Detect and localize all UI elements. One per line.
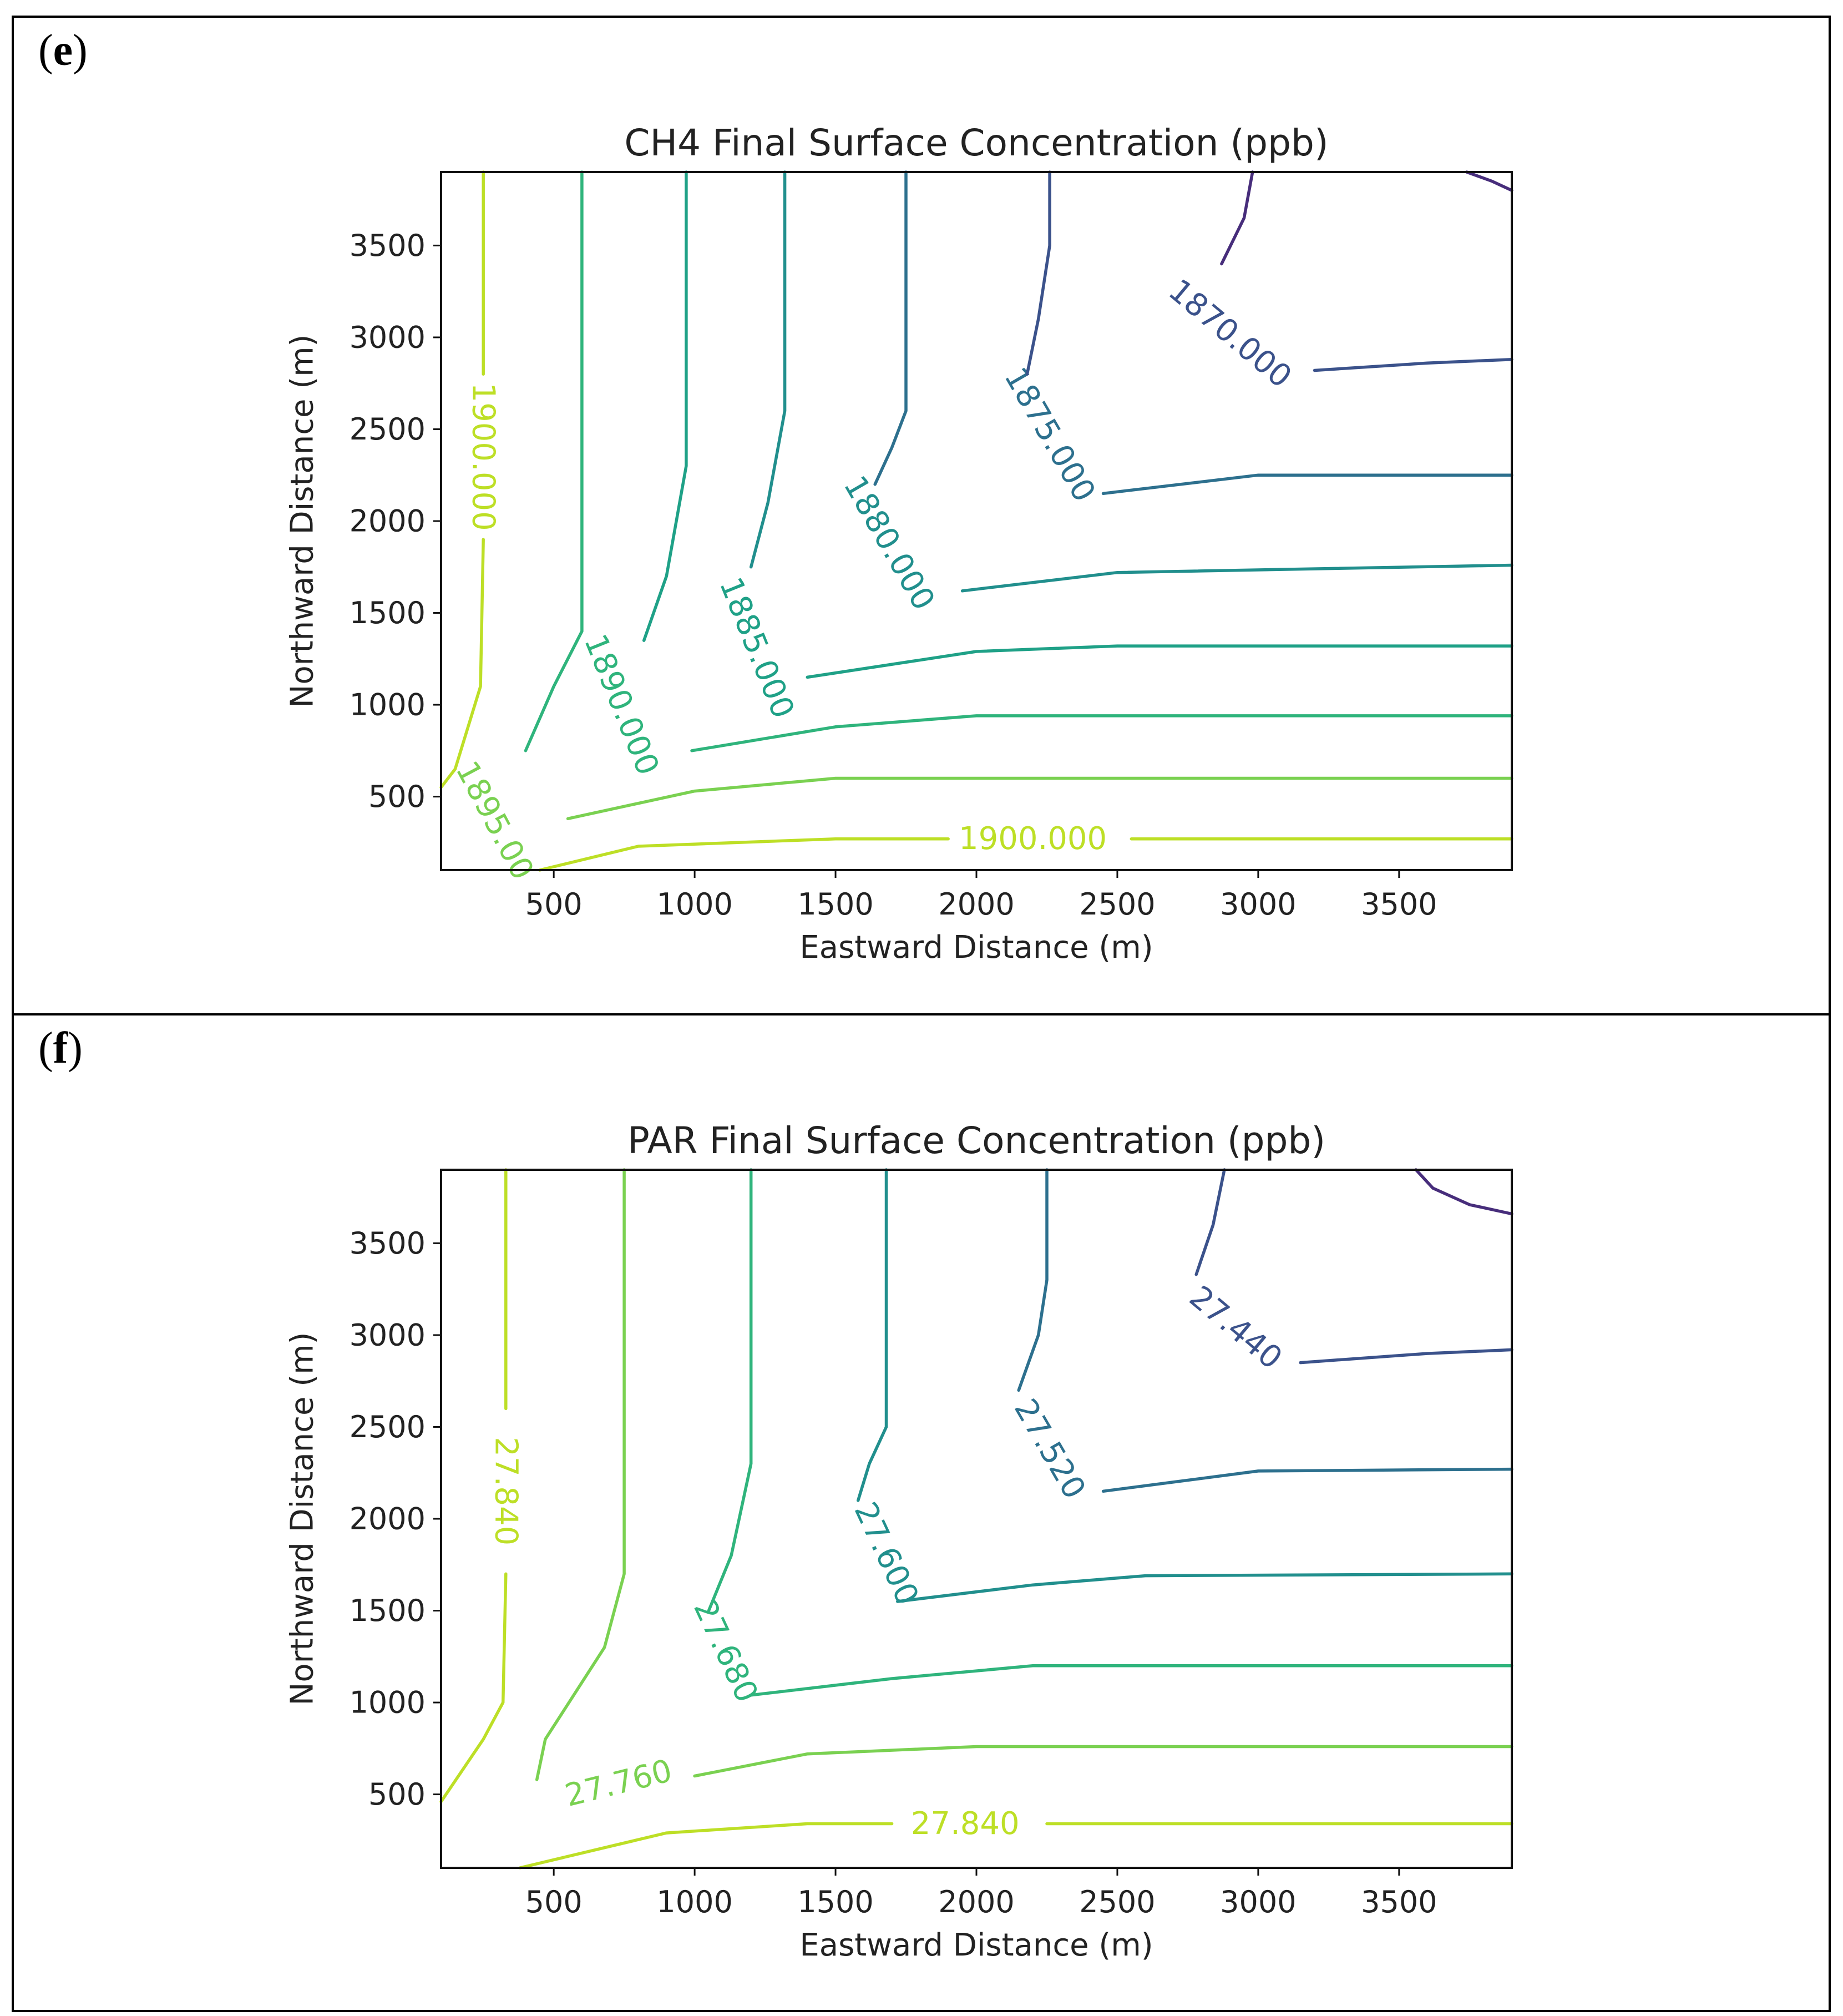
- contour-line: [749, 1664, 1513, 1697]
- contour-line: [1101, 473, 1513, 496]
- contour-label: 27.680: [686, 1594, 765, 1708]
- x-axis-label: Eastward Distance (m): [799, 929, 1153, 966]
- contour-line: [1194, 1168, 1226, 1276]
- y-tick-label: 3000: [350, 320, 426, 355]
- x-tick-label: 3000: [1220, 887, 1296, 922]
- contour-line: [1414, 1168, 1513, 1216]
- y-tick-label: 1500: [350, 1593, 426, 1628]
- contour-label: 27.840: [911, 1806, 1020, 1842]
- y-tick-label: 3500: [350, 228, 426, 263]
- x-tick-label: 2000: [938, 1884, 1014, 1919]
- y-tick-label: 2500: [350, 412, 426, 447]
- y-tick-label: 1000: [350, 688, 426, 722]
- contour-label: 27.440: [1182, 1279, 1289, 1377]
- contour-label: 1900.000: [959, 821, 1107, 857]
- contour-line: [439, 1572, 508, 1803]
- contour-line: [1299, 1348, 1513, 1365]
- x-tick-label: 500: [525, 1884, 583, 1919]
- y-tick-label: 2500: [350, 1409, 426, 1444]
- contour-line: [806, 644, 1513, 679]
- contour-line: [896, 1572, 1513, 1603]
- panel-label: (f): [38, 1024, 83, 1073]
- contour-label: 27.520: [1007, 1393, 1092, 1505]
- x-axis-label: Eastward Distance (m): [799, 1927, 1153, 1963]
- x-tick-label: 3500: [1361, 1884, 1437, 1919]
- contour-line: [749, 170, 787, 569]
- contour-line: [707, 1168, 753, 1613]
- contour-label: 1870.000: [1162, 272, 1298, 396]
- contour-label: 1890.000: [577, 629, 666, 780]
- panel-f: (f) PAR Final Surface Concentration (ppb…: [12, 1013, 1831, 2012]
- contour-label: 27.840: [488, 1437, 524, 1545]
- contour-line: [439, 538, 485, 789]
- contour-line: [642, 170, 688, 642]
- x-tick-label: 3000: [1220, 1884, 1296, 1919]
- contour-line: [1025, 170, 1051, 376]
- contour-line: [1313, 357, 1513, 372]
- contour-line: [1101, 1467, 1513, 1493]
- chart-title: PAR Final Surface Concentration (ppb): [627, 1119, 1325, 1162]
- y-tick-label: 2000: [350, 1502, 426, 1537]
- y-tick-label: 2000: [350, 504, 426, 539]
- y-tick-label: 3000: [350, 1317, 426, 1352]
- contour-line: [873, 170, 908, 486]
- chart-title: CH4 Final Surface Concentration (ppb): [624, 122, 1328, 164]
- y-tick-label: 3500: [350, 1226, 426, 1261]
- contour-label: 1880.000: [837, 470, 942, 617]
- x-tick-label: 2000: [938, 887, 1014, 922]
- contour-label: 1895.00: [448, 755, 540, 886]
- y-tick-label: 1000: [350, 1685, 426, 1720]
- x-tick-label: 1500: [797, 1884, 873, 1919]
- plot-frame: [440, 171, 1513, 871]
- y-tick-label: 500: [368, 1777, 426, 1812]
- par-contour-chart: PAR Final Surface Concentration (ppb) 27.…: [285, 1119, 1513, 1963]
- contour-label: 1900.000: [465, 383, 502, 531]
- ch4-contour-chart: CH4 Final Surface Concentration (ppb) 190…: [285, 122, 1513, 966]
- contour-line: [1465, 170, 1513, 192]
- y-tick-label: 1500: [350, 595, 426, 630]
- contour-line: [960, 563, 1513, 593]
- x-tick-label: 2500: [1079, 887, 1155, 922]
- contour-line: [1220, 170, 1254, 266]
- contour-line: [690, 714, 1513, 752]
- contour-label: 27.760: [561, 1752, 676, 1813]
- contour-line: [856, 1168, 888, 1502]
- contour-label: 1875.000: [997, 361, 1102, 508]
- contour-line: [1017, 1168, 1049, 1392]
- contour-label: 27.600: [847, 1497, 926, 1610]
- contour-line: [535, 1168, 626, 1781]
- y-axis-label: Northward Distance (m): [285, 1332, 321, 1705]
- x-tick-label: 1000: [656, 1884, 732, 1919]
- panel-e: (e) CH4 Final Surface Concentration (ppb…: [12, 16, 1831, 1015]
- y-tick-label: 500: [368, 779, 426, 814]
- contour-line: [524, 170, 584, 752]
- x-tick-label: 1500: [797, 887, 873, 922]
- y-axis-label: Northward Distance (m): [285, 334, 321, 708]
- panel-label: (e): [38, 26, 88, 75]
- x-tick-label: 2500: [1079, 1884, 1155, 1919]
- x-tick-label: 500: [525, 887, 583, 922]
- contour-label: 1885.000: [712, 572, 801, 723]
- contour-line: [518, 1822, 894, 1870]
- x-tick-label: 3500: [1361, 887, 1437, 922]
- contour-line: [693, 1745, 1513, 1778]
- contour-line: [566, 776, 1513, 821]
- plot-frame: [440, 1169, 1513, 1869]
- x-tick-label: 1000: [656, 887, 732, 922]
- contour-line: [538, 837, 950, 872]
